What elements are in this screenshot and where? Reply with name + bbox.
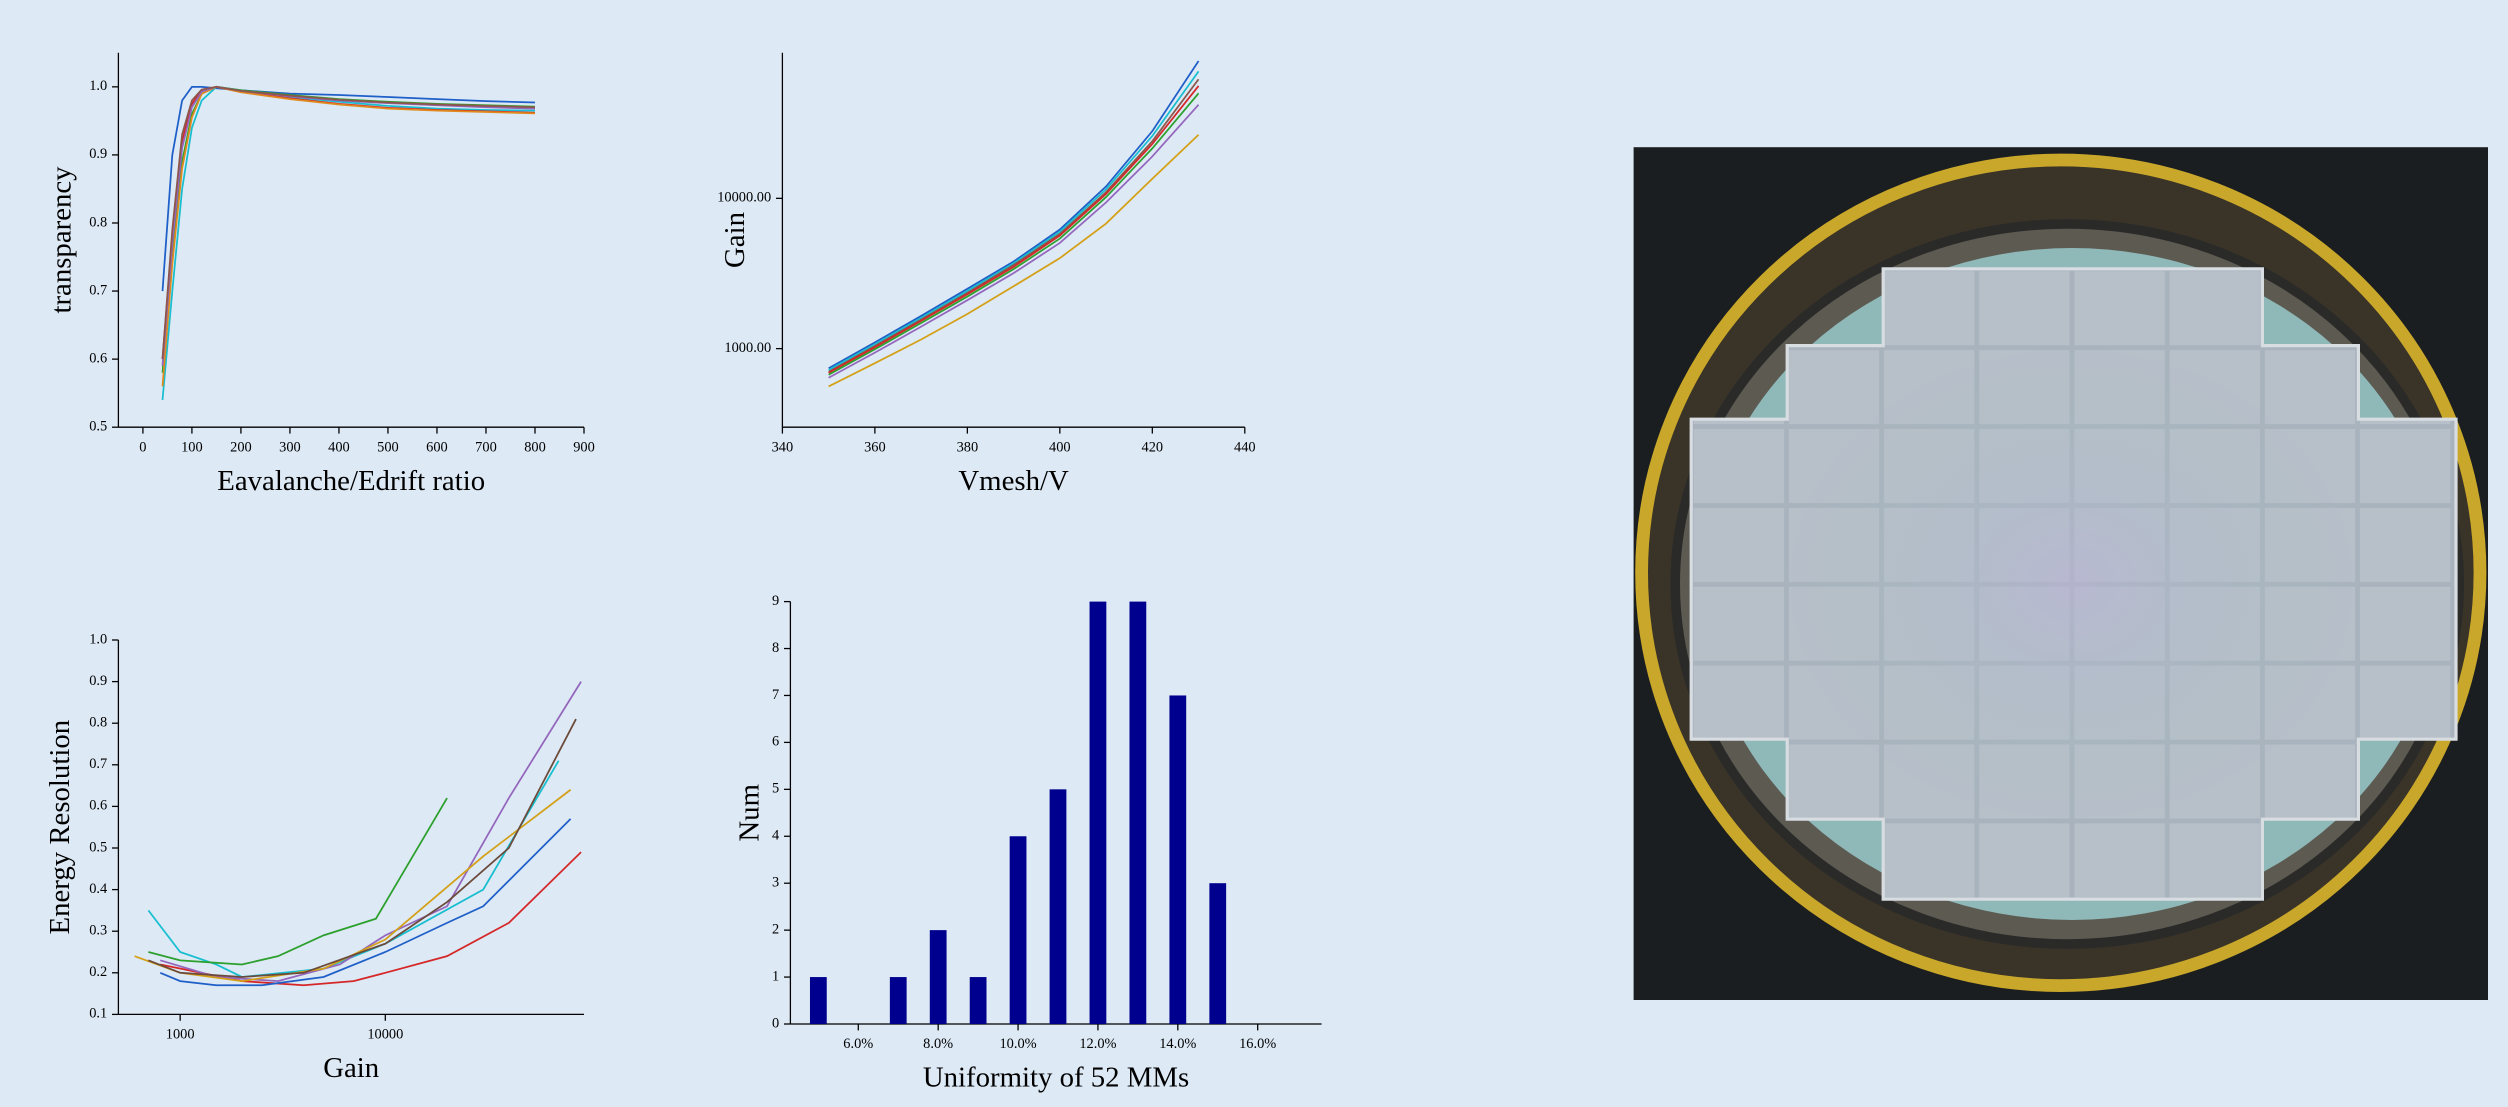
y-tick-label: 1.0 <box>89 78 107 94</box>
x-tick-label: 200 <box>230 439 252 455</box>
y-axis-title: transparency <box>46 166 78 314</box>
y-tick-label: 5 <box>772 781 779 797</box>
x-axis-title: Vmesh/V <box>958 465 1069 497</box>
y-tick-label: 1000.00 <box>724 340 771 356</box>
bar <box>1090 602 1107 1024</box>
x-tick-label: 8.0% <box>923 1036 953 1052</box>
x-tick-label: 1000 <box>166 1026 195 1042</box>
y-tick-label: 3 <box>772 874 779 890</box>
x-tick-label: 300 <box>279 439 301 455</box>
x-tick-label: 10.0% <box>999 1036 1036 1052</box>
y-tick-label: 1.0 <box>89 631 107 647</box>
page: 0 100 200 300 400 500 600 700 800 900 0.5 0.6 0.7 0.8… <box>0 0 2508 1107</box>
x-tick-label: 340 <box>772 439 794 455</box>
y-tick-label: 0.5 <box>89 418 107 434</box>
y-tick-label: 0.8 <box>89 714 107 730</box>
x-tick-label: 420 <box>1142 439 1164 455</box>
x-tick-label: 380 <box>957 439 979 455</box>
x-tick-label: 14.0% <box>1159 1036 1196 1052</box>
x-tick-label: 10000 <box>367 1026 403 1042</box>
y-tick-label: 1 <box>772 968 779 984</box>
y-tick-label: 10000.00 <box>717 190 771 206</box>
x-tick-label: 700 <box>475 439 497 455</box>
x-tick-label: 500 <box>377 439 399 455</box>
x-tick-label: 0 <box>139 439 146 455</box>
y-tick-label: 9 <box>772 593 779 609</box>
y-tick-label: 0.9 <box>89 673 107 689</box>
bar <box>1050 789 1067 1024</box>
bar <box>1010 836 1027 1024</box>
bar <box>970 977 987 1024</box>
y-tick-label: 0 <box>772 1015 779 1031</box>
y-axis-title: Num <box>734 784 766 842</box>
x-axis-title: Eavalanche/Edrift ratio <box>217 465 485 497</box>
x-axis-title: Gain <box>323 1052 379 1084</box>
bar <box>1209 883 1226 1024</box>
y-tick-label: 0.6 <box>89 350 107 366</box>
bar <box>930 930 947 1024</box>
y-tick-label: 8 <box>772 640 779 656</box>
x-tick-label: 800 <box>524 439 546 455</box>
bar <box>810 977 827 1024</box>
y-tick-label: 0.1 <box>89 1006 107 1022</box>
y-tick-label: 0.4 <box>89 881 107 897</box>
x-tick-label: 360 <box>864 439 886 455</box>
y-tick-label: 0.7 <box>89 756 107 772</box>
x-tick-label: 12.0% <box>1079 1036 1116 1052</box>
bar <box>1129 602 1146 1024</box>
tile-sheen <box>1784 344 2360 824</box>
y-tick-label: 0.5 <box>89 839 107 855</box>
y-tick-label: 0.9 <box>89 146 107 162</box>
y-tick-label: 0.2 <box>89 964 107 980</box>
bar <box>1169 695 1186 1024</box>
y-axis-title: Gain <box>719 212 751 268</box>
x-axis-title: Uniformity of 52 MMs <box>923 1062 1189 1094</box>
bar <box>890 977 907 1024</box>
y-tick-label: 0.3 <box>89 922 107 938</box>
y-tick-label: 0.7 <box>89 282 107 298</box>
y-tick-label: 4 <box>772 828 779 844</box>
x-tick-label: 440 <box>1234 439 1256 455</box>
y-tick-label: 2 <box>772 921 779 937</box>
y-axis-title: Energy Resolution <box>44 720 76 935</box>
x-tick-label: 400 <box>1049 439 1071 455</box>
x-tick-label: 400 <box>328 439 350 455</box>
y-tick-label: 7 <box>772 687 779 703</box>
figure: 0 100 200 300 400 500 600 700 800 900 0.5 0.6 0.7 0.8… <box>0 0 2508 1107</box>
x-tick-label: 600 <box>426 439 448 455</box>
detector-photo <box>1634 147 2488 1000</box>
x-tick-label: 6.0% <box>843 1036 873 1052</box>
y-tick-label: 0.8 <box>89 214 107 230</box>
x-tick-label: 900 <box>573 439 595 455</box>
y-tick-label: 6 <box>772 734 779 750</box>
x-tick-label: 16.0% <box>1239 1036 1276 1052</box>
x-tick-label: 100 <box>181 439 203 455</box>
y-tick-label: 0.6 <box>89 798 107 814</box>
